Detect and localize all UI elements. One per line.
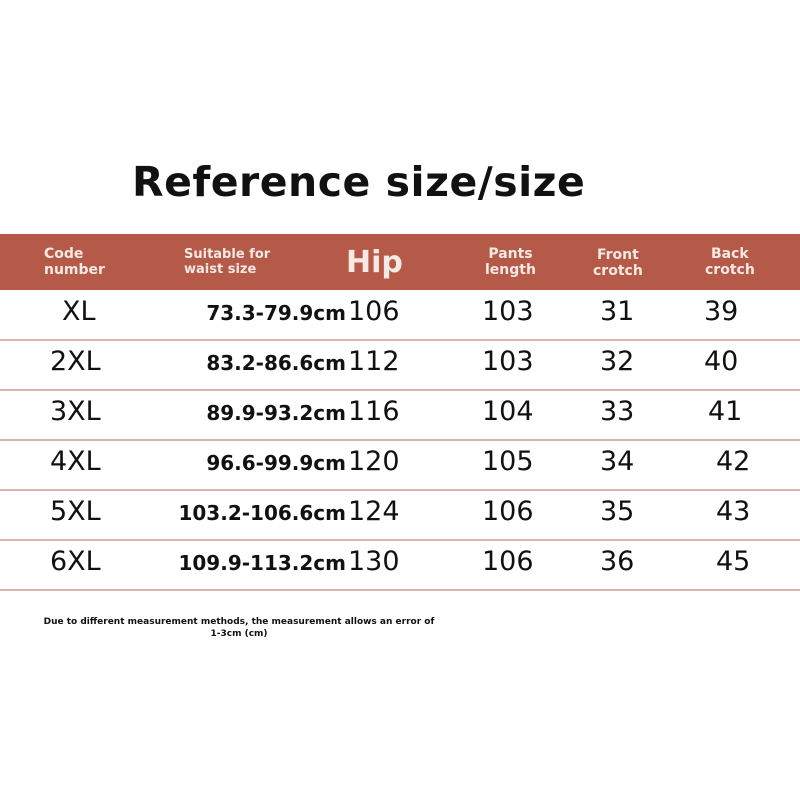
cell-front: 33	[600, 396, 635, 427]
cell-pants: 105	[482, 446, 534, 477]
table-row: 4XL 96.6-99.9cm 120 105 34 42	[0, 440, 800, 491]
measurement-note: Due to different measurement methods, th…	[43, 617, 435, 639]
cell-waist: 73.3-79.9cm	[206, 301, 346, 325]
table-row: 2XL 83.2-86.6cm 112 103 32 40	[0, 340, 800, 391]
cell-back: 40	[704, 346, 739, 377]
cell-code: XL	[62, 296, 96, 327]
cell-front: 35	[600, 496, 635, 527]
cell-back: 39	[704, 296, 739, 327]
cell-waist: 109.9-113.2cm	[178, 551, 346, 575]
table-row: 5XL 103.2-106.6cm 124 106 35 43	[0, 490, 800, 541]
cell-pants: 103	[482, 296, 534, 327]
cell-code: 4XL	[50, 446, 101, 477]
cell-hip: 116	[348, 396, 400, 427]
header-pants-length: Pants length	[485, 246, 536, 278]
cell-code: 6XL	[50, 546, 101, 577]
cell-front: 34	[600, 446, 635, 477]
table-row: XL 73.3-79.9cm 106 103 31 39	[0, 290, 800, 341]
cell-waist: 103.2-106.6cm	[178, 501, 346, 525]
cell-hip: 112	[348, 346, 400, 377]
header-code: Code number	[44, 246, 105, 278]
header-back-crotch: Back crotch	[705, 246, 755, 278]
page-title: Reference size/size	[132, 158, 586, 206]
cell-hip: 130	[348, 546, 400, 577]
cell-code: 2XL	[50, 346, 101, 377]
header-hip: Hip	[346, 245, 403, 280]
cell-back: 43	[716, 496, 751, 527]
cell-front: 31	[600, 296, 635, 327]
cell-front: 32	[600, 346, 635, 377]
cell-hip: 106	[348, 296, 400, 327]
cell-back: 45	[716, 546, 751, 577]
header-front-crotch: Front crotch	[593, 247, 643, 279]
cell-hip: 120	[348, 446, 400, 477]
table-header: Code number Suitable for waist size Hip Pa…	[0, 234, 800, 290]
table-row: 6XL 109.9-113.2cm 130 106 36 45	[0, 540, 800, 591]
cell-hip: 124	[348, 496, 400, 527]
cell-back: 41	[708, 396, 743, 427]
cell-pants: 103	[482, 346, 534, 377]
header-waist: Suitable for waist size	[184, 247, 271, 277]
cell-pants: 106	[482, 496, 534, 527]
cell-waist: 89.9-93.2cm	[206, 401, 346, 425]
cell-pants: 106	[482, 546, 534, 577]
cell-back: 42	[716, 446, 751, 477]
table-row: 3XL 89.9-93.2cm 116 104 33 41	[0, 390, 800, 441]
cell-code: 3XL	[50, 396, 101, 427]
cell-pants: 104	[482, 396, 534, 427]
cell-waist: 96.6-99.9cm	[206, 451, 346, 475]
cell-front: 36	[600, 546, 635, 577]
cell-code: 5XL	[50, 496, 101, 527]
cell-waist: 83.2-86.6cm	[206, 351, 346, 375]
